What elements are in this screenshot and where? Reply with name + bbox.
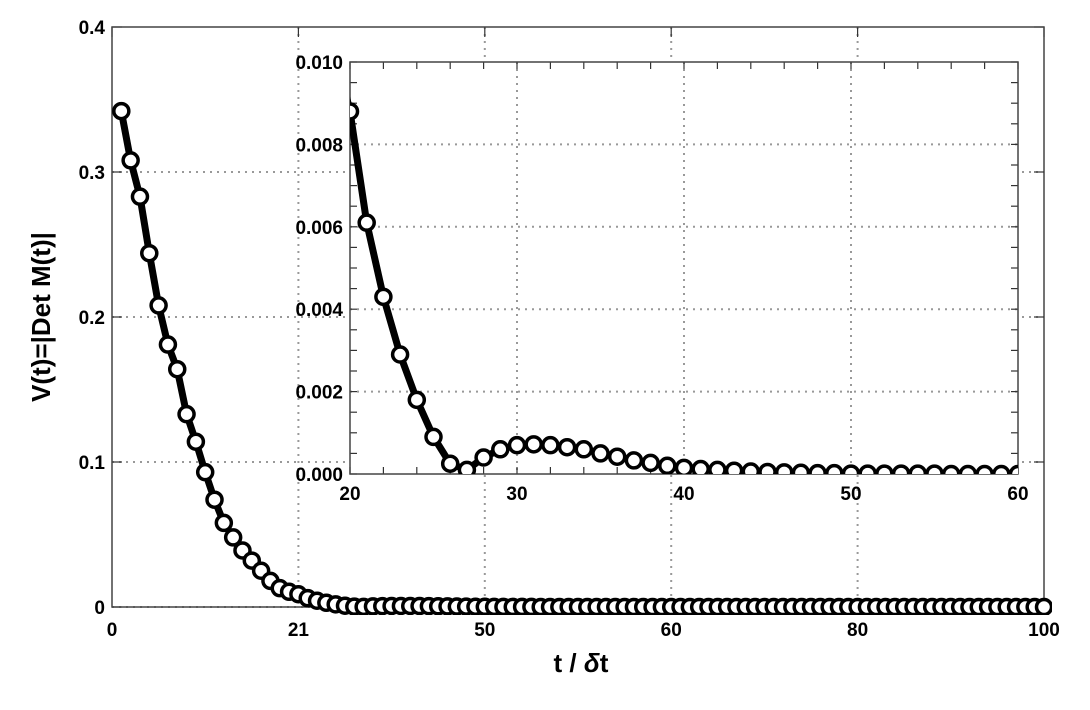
y-tick-label: 0.008 — [295, 135, 343, 156]
data-point — [440, 454, 460, 473]
y-tick-label: 0.010 — [295, 53, 343, 74]
data-point — [140, 243, 159, 263]
x-tick-label: 80 — [847, 620, 868, 641]
data-point — [407, 390, 427, 410]
y-tick-label: 0.2 — [79, 308, 105, 329]
data-point — [474, 448, 493, 467]
data-point — [975, 464, 994, 474]
data-point — [112, 101, 131, 121]
y-axis-label: V(t)=|Det M(t)| — [26, 232, 56, 402]
data-point — [674, 458, 694, 474]
data-point — [641, 453, 660, 473]
data-point — [858, 464, 877, 474]
data-point — [1027, 467, 1042, 482]
data-point — [791, 463, 811, 474]
data-point — [808, 463, 827, 474]
data-point — [374, 287, 393, 307]
data-point — [607, 447, 627, 466]
x-tick-label: 30 — [506, 484, 527, 505]
data-point — [177, 404, 196, 424]
data-point — [457, 460, 477, 474]
data-point — [992, 464, 1011, 474]
y-tick-label: 0.006 — [295, 218, 343, 239]
data-point — [908, 464, 928, 474]
x-tick-label: 20 — [339, 484, 360, 505]
data-point — [658, 456, 677, 474]
data-point — [491, 440, 510, 459]
data-point — [326, 34, 341, 49]
data-point — [875, 464, 894, 474]
data-series — [112, 101, 1052, 615]
x-tick-label: 60 — [661, 620, 682, 641]
data-point — [424, 427, 443, 447]
data-point — [708, 460, 727, 474]
data-point — [541, 435, 560, 455]
y-tick-label: 0 — [94, 598, 105, 619]
data-point — [121, 151, 140, 170]
data-point — [130, 187, 150, 206]
data-point — [724, 461, 744, 474]
data-point — [223, 528, 243, 547]
data-point — [741, 462, 761, 474]
y-tick-label: 0.4 — [79, 18, 106, 39]
x-tick-label: 60 — [1007, 484, 1028, 505]
data-point — [205, 490, 224, 509]
data-point — [841, 464, 861, 474]
x-axis-label: t / δt — [554, 648, 609, 678]
data-point — [167, 359, 187, 379]
data-point — [624, 451, 644, 470]
data-point — [524, 435, 543, 454]
data-point — [891, 464, 911, 474]
data-point — [390, 345, 410, 364]
data-point — [825, 463, 844, 474]
data-point — [186, 432, 206, 451]
data-point — [357, 213, 376, 232]
y-tick-label: 0.000 — [295, 465, 343, 486]
data-point — [758, 462, 777, 474]
x-tick-label: 0 — [107, 620, 118, 641]
y-tick-label: 0.002 — [295, 383, 343, 404]
data-point — [350, 102, 360, 121]
data-point — [557, 437, 577, 457]
data-point — [925, 464, 944, 474]
y-tick-label: 0.3 — [79, 163, 105, 184]
x-tick-label: 50 — [474, 620, 495, 641]
inset-plot: 20 30 40 50 60 0.000 0.002 0.004 0.006 0.008 0.010 — [295, 34, 1042, 505]
x-tick-label: 40 — [673, 484, 694, 505]
data-point — [149, 296, 168, 315]
data-point — [1008, 464, 1018, 474]
x-tick-label: 21 — [288, 620, 310, 641]
data-point — [507, 435, 527, 455]
data-point — [958, 464, 978, 474]
data-point — [591, 444, 610, 463]
data-point — [574, 440, 594, 459]
x-tick-label: 100 — [1028, 620, 1060, 641]
data-point — [158, 335, 178, 354]
data-series — [326, 34, 1042, 482]
data-point — [214, 513, 234, 533]
y-tick-label: 0.1 — [79, 453, 106, 474]
main-plot: 0 21 50 60 80 100 0 0.1 0.2 0.3 0.4 — [79, 18, 1060, 641]
data-point — [1034, 597, 1052, 615]
data-point — [195, 462, 215, 482]
x-tick-label: 50 — [840, 484, 861, 505]
data-point — [774, 463, 794, 474]
data-point — [941, 464, 961, 474]
y-tick-label: 0.004 — [295, 300, 343, 321]
